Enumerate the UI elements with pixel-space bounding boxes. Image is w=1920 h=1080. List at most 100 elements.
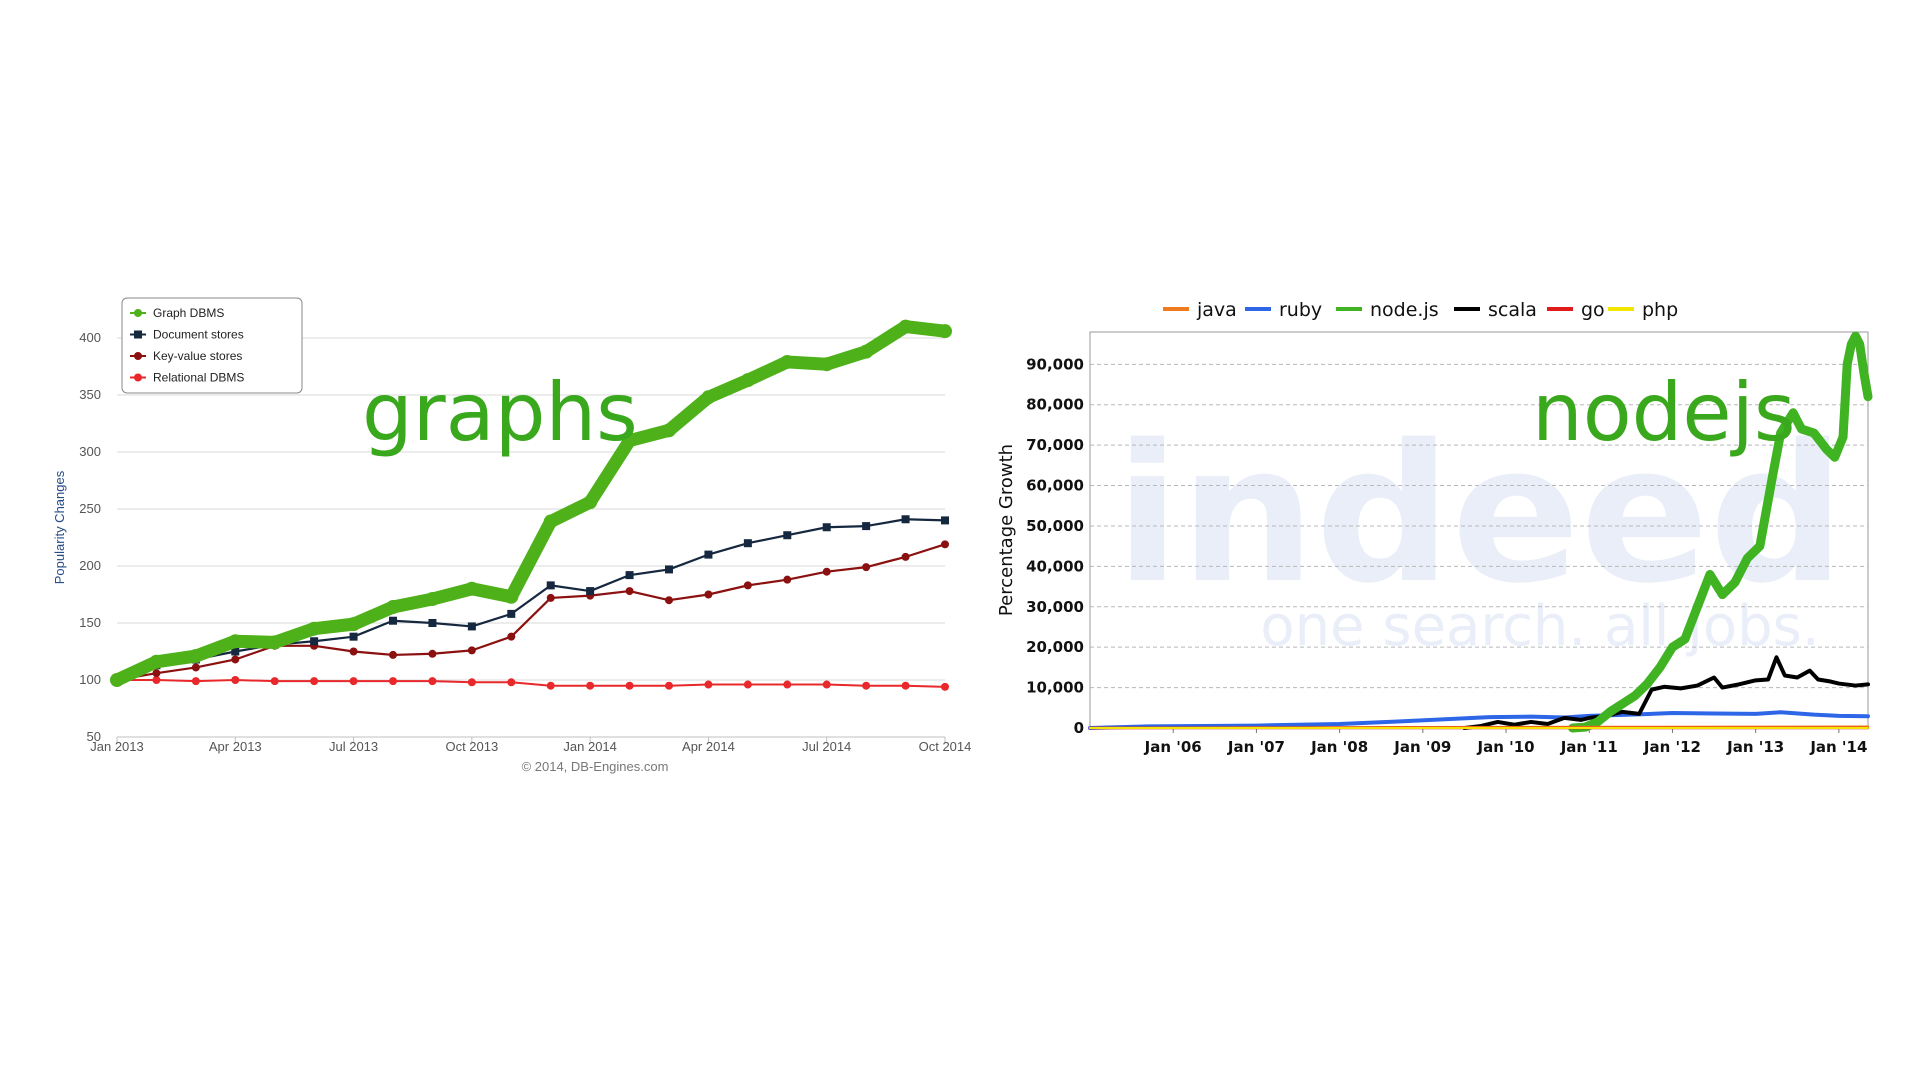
point-key-value-stores xyxy=(191,663,200,672)
point-key-value-stores xyxy=(783,575,792,584)
point-relational-dbms xyxy=(270,677,279,686)
point-document-stores xyxy=(231,647,240,656)
point-key-value-stores xyxy=(901,552,910,561)
y-tick-label: 70,000 xyxy=(1026,436,1084,454)
x-tick-label: Jan 2013 xyxy=(90,739,144,754)
y-tick-label: 0 xyxy=(1074,719,1084,737)
x-tick-label: Jan '08 xyxy=(1310,738,1368,756)
legend-marker-document-stores xyxy=(134,330,142,339)
point-document-stores xyxy=(822,523,831,532)
point-document-stores xyxy=(349,632,358,641)
point-document-stores xyxy=(428,619,437,627)
point-document-stores xyxy=(389,616,397,625)
y-tick-label: 10,000 xyxy=(1026,679,1084,697)
legend-box xyxy=(121,297,303,394)
point-graph-dbms xyxy=(662,423,676,438)
point-graph-dbms xyxy=(307,621,322,636)
point-key-value-stores xyxy=(665,596,673,605)
point-graph-dbms xyxy=(504,589,519,604)
point-key-value-stores xyxy=(704,590,713,599)
point-key-value-stores xyxy=(152,669,161,678)
point-graph-dbms xyxy=(386,600,400,615)
point-relational-dbms xyxy=(625,681,634,690)
point-graph-dbms xyxy=(425,592,440,607)
point-relational-dbms xyxy=(152,676,161,684)
y-tick-label: 100 xyxy=(79,672,101,687)
y-tick-label: 50 xyxy=(87,729,101,744)
x-tick-label: Jan '10 xyxy=(1477,738,1535,756)
point-graph-dbms xyxy=(819,357,834,372)
point-relational-dbms xyxy=(783,680,792,689)
point-document-stores xyxy=(507,609,516,618)
point-key-value-stores xyxy=(231,655,240,664)
point-graph-dbms xyxy=(780,354,795,369)
x-tick-label: Jul 2013 xyxy=(329,739,378,754)
series-line-graph-dbms xyxy=(110,320,952,687)
legend-label: scala xyxy=(1488,299,1537,321)
point-relational-dbms xyxy=(665,681,673,690)
x-tick-label: Apr 2014 xyxy=(682,739,735,754)
y-tick-label: 60,000 xyxy=(1026,477,1084,495)
point-graph-dbms xyxy=(110,673,124,687)
legend-label: php xyxy=(1642,299,1678,321)
y-tick-label: 40,000 xyxy=(1026,557,1084,575)
legend-label: Document stores xyxy=(153,328,244,342)
point-document-stores xyxy=(704,550,713,559)
point-graph-dbms xyxy=(464,581,479,596)
y-axis-label: Popularity Changes xyxy=(52,470,67,584)
nodejs-label: nodejs xyxy=(1532,366,1796,459)
x-tick-label: Jan '13 xyxy=(1726,738,1784,756)
point-document-stores xyxy=(586,587,595,596)
point-document-stores xyxy=(467,622,476,631)
x-tick-label: Jan '14 xyxy=(1809,738,1867,756)
chart-credit: © 2014, DB-Engines.com xyxy=(522,759,669,774)
x-tick-label: Oct 2013 xyxy=(445,739,498,754)
point-relational-dbms xyxy=(546,681,555,690)
point-relational-dbms xyxy=(743,680,752,689)
point-relational-dbms xyxy=(389,677,397,686)
series-line-ruby xyxy=(1088,710,1870,730)
point-document-stores xyxy=(941,516,949,525)
point-document-stores xyxy=(862,522,871,531)
point-key-value-stores xyxy=(349,647,358,656)
x-tick-label: Jul 2014 xyxy=(802,739,851,754)
x-tick-label: Jan '06 xyxy=(1144,738,1202,756)
legend-label: go xyxy=(1581,299,1605,321)
series-line-scala xyxy=(1462,655,1870,730)
y-axis-label: Percentage Growth xyxy=(996,444,1017,616)
point-relational-dbms xyxy=(507,678,516,687)
x-tick-label: Apr 2013 xyxy=(209,739,262,754)
y-tick-label: 80,000 xyxy=(1026,396,1084,414)
point-key-value-stores xyxy=(546,593,555,602)
point-relational-dbms xyxy=(191,677,200,686)
x-tick-label: Jan '09 xyxy=(1393,738,1451,756)
legend-marker-key-value-stores xyxy=(134,352,142,360)
y-tick-label: 350 xyxy=(79,387,101,402)
point-relational-dbms xyxy=(941,682,949,691)
point-relational-dbms xyxy=(428,677,437,686)
point-graph-dbms xyxy=(622,433,637,448)
point-graph-dbms xyxy=(346,617,361,632)
legend-label: java xyxy=(1196,299,1237,321)
y-tick-label: 250 xyxy=(79,501,101,516)
x-tick-label: Jan '07 xyxy=(1227,738,1285,756)
y-tick-label: 20,000 xyxy=(1026,638,1084,656)
point-document-stores xyxy=(625,571,634,580)
point-document-stores xyxy=(665,565,673,574)
graphs-label: graphs xyxy=(362,366,638,459)
x-tick-label: Jan '12 xyxy=(1643,738,1701,756)
point-graph-dbms xyxy=(898,319,913,334)
y-tick-label: 50,000 xyxy=(1026,517,1084,535)
point-relational-dbms xyxy=(704,680,713,689)
series-line-node-js xyxy=(1568,331,1873,733)
point-graph-dbms xyxy=(859,344,874,359)
series-line-relational-dbms xyxy=(116,679,946,688)
point-relational-dbms xyxy=(901,681,910,690)
point-key-value-stores xyxy=(625,587,634,596)
y-tick-label: 300 xyxy=(79,444,101,459)
legend-marker-graph-dbms xyxy=(134,309,142,317)
legend-label: node.js xyxy=(1370,299,1439,321)
